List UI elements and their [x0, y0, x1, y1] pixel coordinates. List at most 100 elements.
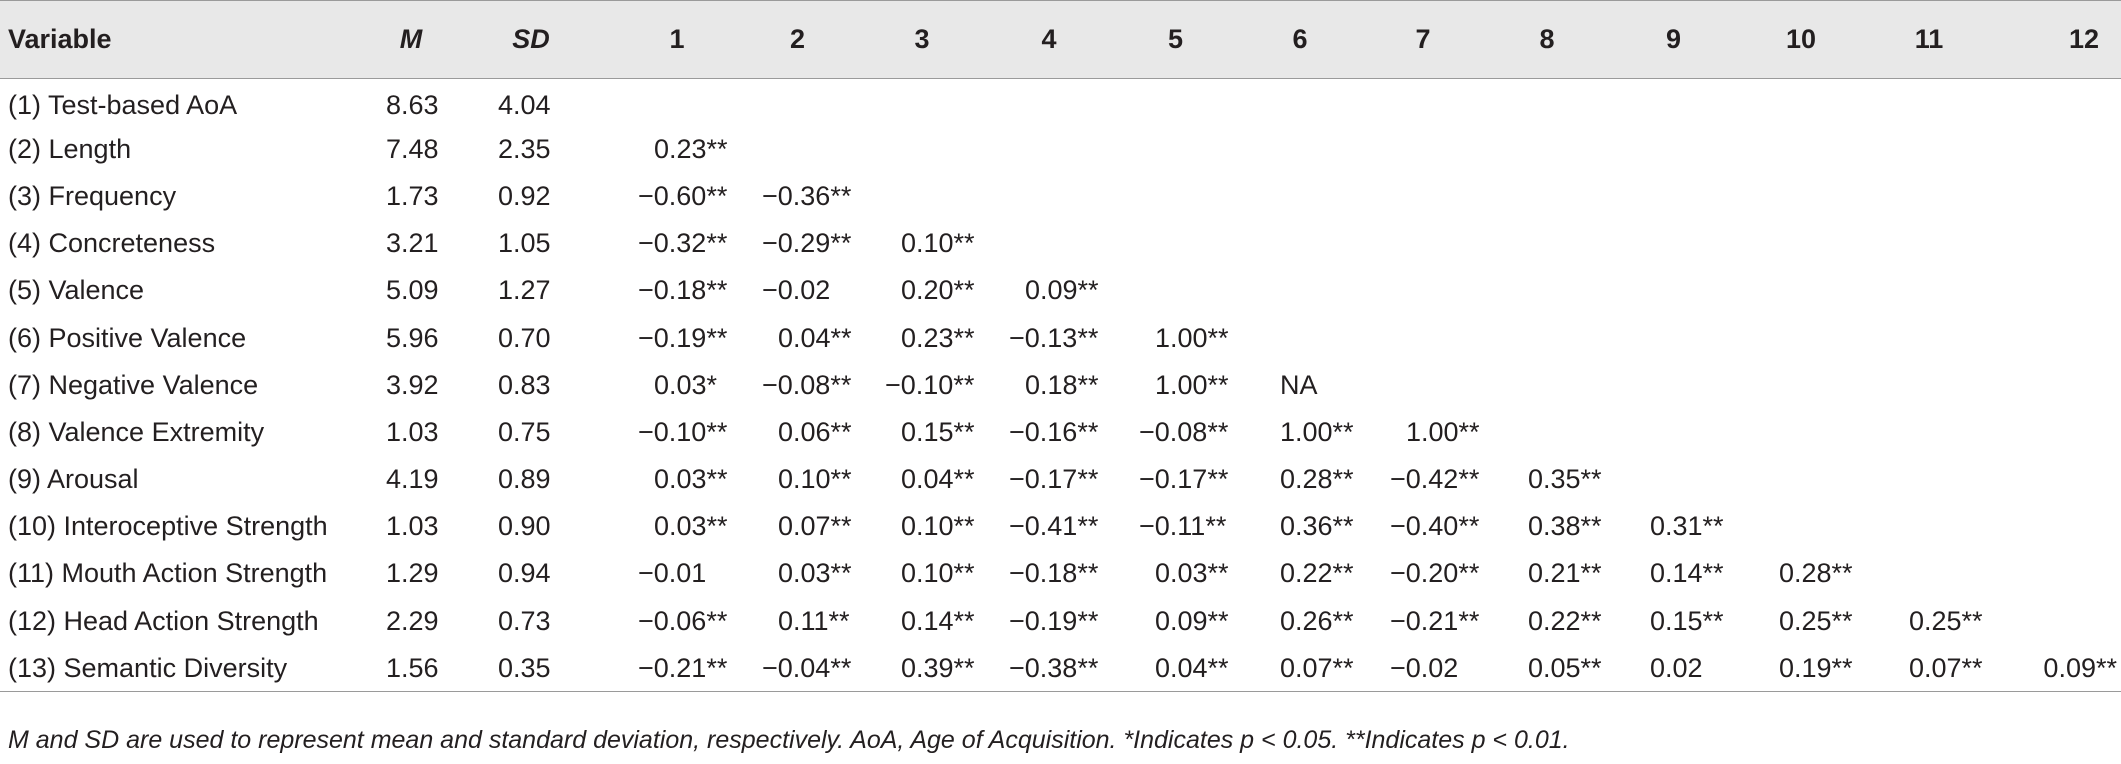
row-sd: 0.75 [498, 416, 551, 447]
row-mean: 3.92 [386, 369, 439, 400]
correlation-cell [1885, 314, 2013, 361]
correlation-cell [1258, 126, 1382, 173]
correlation-cell [1757, 267, 1885, 314]
correlation-cell [1630, 314, 1757, 361]
correlation-cell: −0.20** [1390, 558, 1480, 589]
correlation-cell: 0.03** [654, 464, 728, 495]
correlation-cell: 0.07** [1885, 644, 2013, 693]
row-variable-label: (3) Frequency [8, 180, 177, 211]
row-mean: 8.63 [386, 89, 439, 120]
correlation-cell [1382, 220, 1504, 267]
table-row: (7) Negative Valence 3.92 0.83 0.03* −0.08**… [0, 362, 2121, 409]
correlation-cell [1133, 173, 1258, 220]
correlation-cell: 0.15** [1650, 605, 1724, 636]
correlation-cell: 0.05** [1504, 644, 1630, 693]
correlation-cell: −0.11** [1139, 511, 1227, 542]
header-col-3: 3 [879, 0, 1005, 79]
table-row: (9) Arousal 4.19 0.89 0.03** 0.10** 0.04** −0.… [0, 456, 2121, 503]
correlation-cell [1382, 79, 1504, 126]
row-variable-label: (12) Head Action Strength [8, 605, 319, 636]
row-sd: 0.83 [498, 369, 551, 400]
row-sd: 4.04 [498, 89, 551, 120]
correlation-cell [1005, 173, 1133, 220]
row-sd: 1.05 [498, 228, 551, 259]
correlation-cell: −0.21** [1390, 605, 1480, 636]
correlation-cell: −0.32** [638, 228, 728, 259]
row-sd: 0.70 [498, 322, 551, 353]
table-row: (4) Concreteness 3.21 1.05 −0.32** −0.29** 0.… [0, 220, 2121, 267]
correlation-cell [2013, 126, 2121, 173]
correlation-cell [1005, 220, 1133, 267]
correlation-cell: 0.04** [778, 322, 852, 353]
correlation-cell: 0.25** [1779, 605, 1853, 636]
correlation-cell: −0.60** [638, 180, 728, 211]
correlation-cell [1885, 126, 2013, 173]
correlation-cell: 0.10** [901, 228, 975, 259]
correlation-cell: 0.23** [654, 133, 728, 164]
correlation-cell: −0.16** [1009, 416, 1099, 447]
correlation-cell [1757, 314, 1885, 361]
correlation-cell [2013, 550, 2121, 597]
correlation-cell: 0.09** [2013, 644, 2121, 693]
correlation-cell [756, 79, 879, 126]
table-row: (12) Head Action Strength 2.29 0.73 −0.06**… [0, 598, 2121, 645]
header-col-11: 11 [1885, 0, 2013, 79]
table-row: (10) Interoceptive Strength 1.03 0.90 0.03*… [0, 503, 2121, 550]
correlation-cell [1382, 314, 1504, 361]
correlation-cell [1630, 267, 1757, 314]
correlation-cell: −0.17** [1139, 464, 1229, 495]
correlation-cell: 0.10** [778, 464, 852, 495]
correlation-cell [2013, 503, 2121, 550]
correlation-cell [2013, 409, 2121, 456]
correlation-cell [1885, 173, 2013, 220]
correlation-cell: 0.38** [1528, 511, 1602, 542]
correlation-cell: 0.14** [901, 605, 975, 636]
row-variable-label: (5) Valence [8, 275, 145, 306]
table-row: (11) Mouth Action Strength 1.29 0.94 −0.01 0… [0, 550, 2121, 597]
correlation-cell: 0.20** [901, 275, 975, 306]
header-col-10: 10 [1757, 0, 1885, 79]
correlation-cell: −0.17** [1009, 464, 1099, 495]
correlation-cell [1504, 409, 1630, 456]
row-mean: 1.03 [386, 511, 439, 542]
header-sd: SD [486, 0, 638, 79]
correlation-cell: 0.28** [1280, 464, 1354, 495]
correlation-cell: −0.41** [1009, 511, 1099, 542]
correlation-cell: −0.40** [1390, 511, 1480, 542]
correlation-cell [1504, 173, 1630, 220]
row-mean: 1.73 [386, 180, 439, 211]
correlation-cell [1005, 126, 1133, 173]
correlation-cell [1885, 456, 2013, 503]
correlation-cell [1757, 456, 1885, 503]
correlation-cell [1757, 126, 1885, 173]
correlation-cell [1258, 173, 1382, 220]
correlation-cell: 0.03** [654, 511, 728, 542]
row-mean: 7.48 [386, 133, 439, 164]
correlation-cell [1258, 220, 1382, 267]
header-col-2: 2 [756, 0, 879, 79]
correlation-cell [2013, 314, 2121, 361]
correlation-cell: 0.18** [1025, 369, 1099, 400]
correlation-cell [879, 173, 1005, 220]
correlation-cell: 0.39** [879, 644, 1005, 693]
correlation-cell: 0.28** [1779, 558, 1853, 589]
correlation-cell: −0.19** [638, 322, 728, 353]
correlation-cell: 0.23** [901, 322, 975, 353]
correlation-cell: −0.10** [638, 416, 728, 447]
correlation-cell [1504, 314, 1630, 361]
header-col-9: 9 [1630, 0, 1757, 79]
correlation-cell [1504, 267, 1630, 314]
correlation-cell [1258, 267, 1382, 314]
correlation-cell [1885, 220, 2013, 267]
row-mean: 2.29 [386, 605, 439, 636]
correlation-cell: 0.35** [1528, 464, 1602, 495]
correlation-cell: 0.04** [901, 464, 975, 495]
correlation-cell: 0.26** [1280, 605, 1354, 636]
header-col-6: 6 [1258, 0, 1382, 79]
correlation-cell [1885, 503, 2013, 550]
correlation-table: Variable M SD 1 2 3 4 5 6 7 8 9 10 11 12 (1) Test-base… [0, 0, 2121, 693]
table-body: (1) Test-based AoA 8.63 4.04 (2) Length 7.48… [0, 79, 2121, 693]
correlation-cell: −0.18** [1009, 558, 1099, 589]
correlation-cell: −0.18** [638, 275, 728, 306]
